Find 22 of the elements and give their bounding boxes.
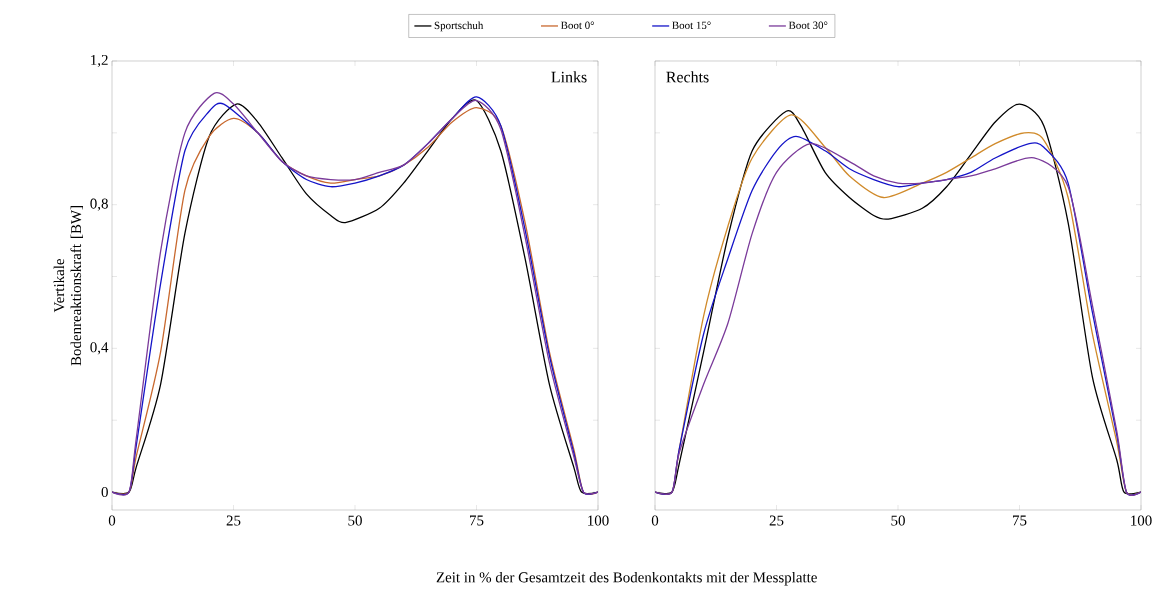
annotation: Links [551, 71, 587, 83]
legend-label: Boot 30° [788, 21, 828, 29]
y-tick-label: 0,4 [90, 342, 109, 355]
x-tick-label: 50 [891, 515, 905, 526]
x-tick-label: 75 [470, 515, 484, 526]
x-tick-label: 100 [1131, 515, 1152, 526]
legend-label: Sportschuh [434, 21, 484, 32]
legend-label: Boot 15° [672, 21, 711, 29]
x-tick-label: 75 [1013, 515, 1027, 526]
x-tick-label: 25 [769, 515, 784, 526]
x-axis-title: Zeit in % der Gesamtzeit des Bodenkontakts mit der Messplatte [436, 571, 817, 586]
legend-label: Boot 0° [560, 21, 595, 29]
x-tick-label: 100 [588, 515, 609, 526]
y-tick-label: 1,2 [91, 54, 108, 68]
y-tick-label: 0 [101, 487, 108, 498]
x-tick-label: 50 [348, 515, 362, 526]
x-tick-label: 0 [651, 515, 659, 526]
y-tick-label: 0,8 [90, 198, 108, 211]
annotation: Rechts [666, 71, 709, 83]
x-tick-label: 25 [226, 515, 241, 526]
x-tick-label: 0 [108, 515, 116, 526]
y-axis-title: Vertikale Bodenreaktionskraft [BW] [53, 206, 83, 366]
